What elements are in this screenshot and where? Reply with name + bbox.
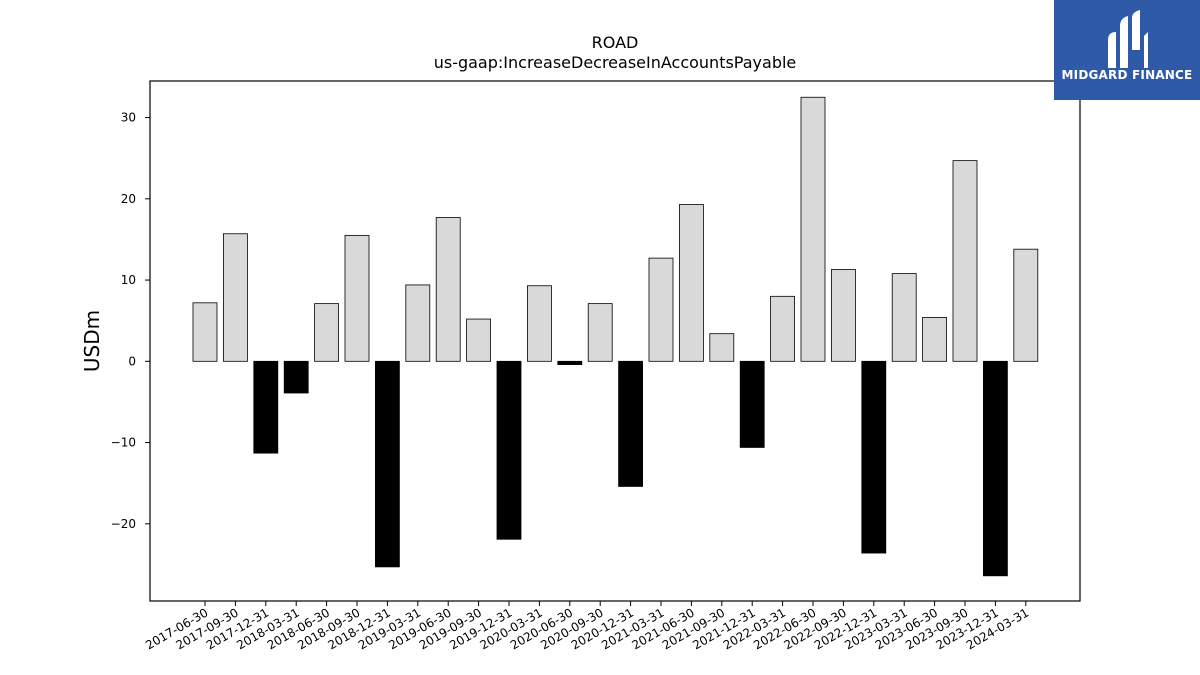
- bar-2020-06-30: [557, 360, 583, 365]
- bar-2023-03-31: [891, 273, 917, 362]
- x-axis: 2017-06-302017-09-302017-12-312018-03-31…: [143, 601, 1031, 652]
- bar-2021-03-31: [648, 257, 674, 362]
- y-tick-label: 30: [121, 111, 136, 125]
- bar-2020-09-30: [587, 303, 613, 362]
- logo-text: MIDGARD FINANCE: [1061, 68, 1193, 82]
- bar-2019-09-30: [466, 318, 492, 362]
- y-tick-label: −10: [111, 436, 136, 450]
- chart-subtitle: us-gaap:IncreaseDecreaseInAccountsPayabl…: [434, 53, 797, 72]
- bar-2019-03-31: [405, 284, 431, 362]
- chart-title: ROAD: [592, 33, 639, 52]
- y-axis: −20 −10 0 10 20 30: [111, 111, 150, 531]
- bars-layer: [192, 96, 1039, 577]
- bar-2021-12-31: [739, 360, 765, 448]
- plot-frame: [149, 80, 1081, 602]
- bar-2019-06-30: [435, 217, 461, 362]
- midgard-finance-logo: MIDGARD FINANCE: [1054, 0, 1200, 100]
- bar-2023-06-30: [922, 317, 947, 362]
- bar-2022-12-31: [861, 360, 887, 554]
- y-tick-label: −20: [111, 517, 136, 531]
- bar-2023-12-31: [983, 360, 1008, 577]
- logo-mark-icon: [1108, 10, 1148, 68]
- bar-2017-12-31: [253, 360, 279, 454]
- bar-2020-03-31: [527, 285, 552, 362]
- bar-2018-03-31: [283, 360, 309, 394]
- bar-2017-09-30: [222, 233, 248, 362]
- y-tick-label: 10: [121, 273, 136, 287]
- bar-2019-12-31: [496, 360, 522, 540]
- bar-2018-12-31: [374, 360, 400, 568]
- bar-2022-09-30: [831, 269, 856, 362]
- bar-2022-03-31: [770, 295, 795, 362]
- bar-2018-09-30: [344, 234, 370, 362]
- bar-2021-09-30: [709, 333, 735, 362]
- bar-2020-12-31: [618, 360, 643, 487]
- bar-2021-06-30: [679, 204, 704, 362]
- bar-2022-06-30: [800, 96, 826, 362]
- y-axis-label: USDm: [80, 310, 104, 372]
- y-tick-label: 0: [128, 354, 136, 368]
- bar-2023-09-30: [952, 160, 978, 362]
- bar-2018-06-30: [314, 303, 340, 362]
- bar-2024-03-31: [1013, 248, 1039, 362]
- y-tick-label: 20: [121, 192, 136, 206]
- bar-2017-06-30: [192, 302, 218, 362]
